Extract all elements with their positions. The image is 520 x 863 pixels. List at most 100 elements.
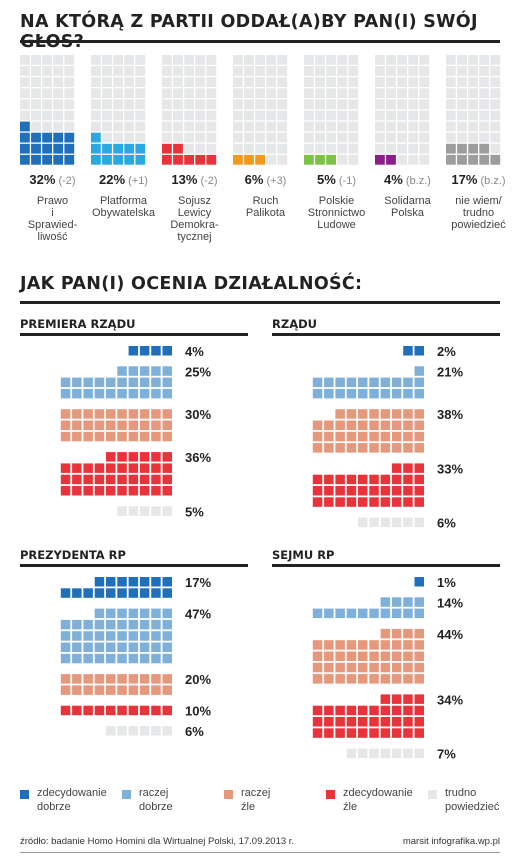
rating-cell [391, 474, 402, 485]
rating-cell [380, 694, 391, 704]
party-cell-filled [468, 154, 478, 165]
party-cell-empty [337, 77, 348, 87]
rating-cell [94, 608, 105, 619]
rating-cell [128, 452, 139, 462]
party-cell-empty [490, 110, 501, 121]
rating-pct: 30% [185, 407, 211, 422]
rating-cell [346, 420, 357, 430]
rating-pct: 6% [437, 516, 456, 531]
rating-cell [312, 717, 323, 727]
rating-cell [369, 651, 379, 661]
party-cell-empty [162, 132, 172, 143]
party-cell-empty [31, 77, 41, 87]
party-cell-empty [315, 88, 325, 99]
rating-cell [346, 717, 357, 727]
party-cell-empty [397, 121, 407, 132]
party-cell-empty [337, 110, 348, 121]
rating-cell [94, 409, 105, 419]
party-cell-filled [446, 154, 456, 165]
legend-label: raczej dobrze [139, 787, 173, 813]
party-cell-filled [42, 132, 52, 143]
rating-cell [335, 431, 345, 442]
rating-cell [358, 443, 368, 453]
rating-cell [60, 474, 71, 485]
party-cell-empty [113, 132, 123, 143]
rating-cell [358, 651, 368, 661]
party-cell-filled [184, 154, 194, 165]
party-name: Platforma Obywatelska [92, 195, 155, 219]
party-cell-empty [64, 121, 75, 132]
legend-swatch [20, 790, 29, 799]
party-cell-empty [173, 66, 183, 76]
rating-cell [346, 608, 357, 619]
party-cell-empty [113, 121, 123, 132]
legend-label: raczej źle [241, 787, 271, 813]
rating-cell [391, 597, 402, 607]
rating-cell [72, 705, 82, 716]
party-cell-empty [266, 55, 277, 65]
party-cell-empty [419, 143, 430, 154]
rating-cell [391, 628, 402, 639]
rating-cell [151, 346, 161, 356]
party-cell-empty [244, 110, 254, 121]
party-cell-empty [457, 55, 467, 65]
rating-cell [94, 420, 105, 430]
party-column: 4% (b.z.) Solidarna Polska [375, 55, 440, 255]
party-cell-empty [419, 154, 430, 165]
party-cell-empty [479, 121, 490, 132]
rating-cell [151, 409, 161, 419]
party-cell-empty [408, 143, 419, 154]
rating-cell [139, 346, 150, 356]
rating-cell [391, 748, 402, 759]
rating-cell [139, 377, 150, 388]
party-cell-empty [184, 132, 194, 143]
rating-cell [414, 705, 424, 716]
party-cell-empty [233, 110, 243, 121]
party-cell-filled [42, 143, 52, 154]
title-rule-ratings [20, 301, 500, 304]
party-cell-empty [102, 110, 112, 121]
rating-cell [162, 642, 172, 652]
rating-cell [151, 642, 161, 652]
rating-cell [403, 662, 413, 673]
rating-cell [83, 705, 93, 716]
party-cell-filled [173, 154, 183, 165]
rating-cell [72, 674, 82, 684]
party-cell-empty [348, 99, 359, 110]
rating-cell [391, 431, 402, 442]
rating-pct: 44% [437, 627, 463, 642]
party-cell-empty [255, 88, 265, 99]
rating-cell [94, 377, 105, 388]
rating-cell [312, 640, 323, 650]
legend-label: trudno powiedzieć [445, 787, 500, 813]
party-cell-empty [195, 132, 206, 143]
party-cell-filled [124, 154, 135, 165]
party-cell-empty [446, 121, 456, 132]
party-cell-filled [135, 143, 146, 154]
party-cell-filled [20, 121, 30, 132]
party-cell-empty [91, 77, 101, 87]
party-cell-filled [479, 154, 490, 165]
party-cell-empty [348, 154, 359, 165]
party-cell-filled [468, 143, 478, 154]
rating-cell [324, 728, 334, 738]
party-cell-empty [102, 121, 112, 132]
rating-cell [94, 685, 105, 695]
rating-cell [60, 463, 71, 473]
rating-cell [72, 653, 82, 664]
party-cell-empty [266, 110, 277, 121]
rating-cell [369, 377, 379, 388]
rating-cell [403, 377, 413, 388]
party-cell-filled [479, 143, 490, 154]
party-change: (-2) [197, 175, 218, 187]
rating-cell [60, 420, 71, 430]
party-cell-empty [195, 143, 206, 154]
party-cell-filled [64, 132, 75, 143]
rating-cell [117, 608, 127, 619]
rating-cell [128, 588, 139, 598]
party-cell-empty [91, 99, 101, 110]
party-cell-empty [102, 88, 112, 99]
rating-cell [403, 388, 413, 399]
party-waffle [375, 55, 430, 165]
rating-cell [162, 474, 172, 485]
